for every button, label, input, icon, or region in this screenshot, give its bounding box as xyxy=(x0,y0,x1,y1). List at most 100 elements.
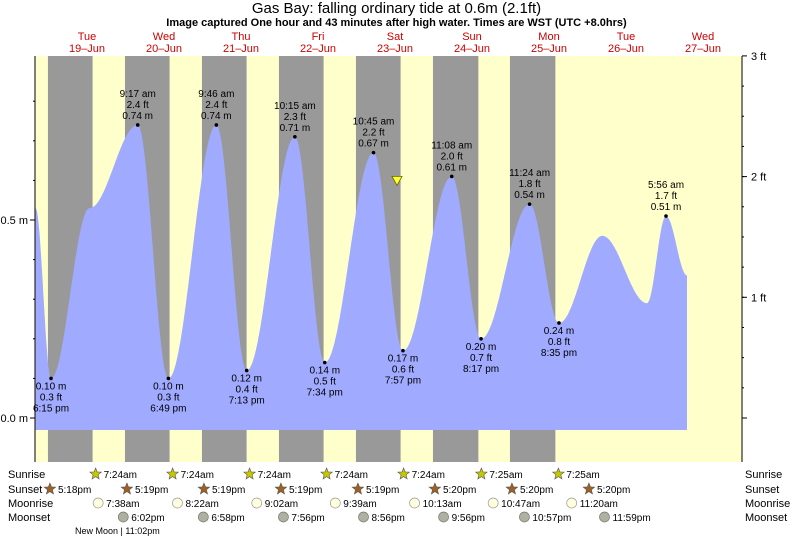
high-label: 0.51 m xyxy=(651,202,682,213)
moon-phase: New Moon | 11:02pm xyxy=(75,526,160,536)
high-label: 2.3 ft xyxy=(284,112,306,123)
low-label: 0.10 m xyxy=(153,381,184,392)
low-label: 0.20 m xyxy=(466,342,497,353)
low-label: 7:13 pm xyxy=(229,395,265,406)
low-label: 8:17 pm xyxy=(463,364,499,375)
moonrise-icon xyxy=(172,497,183,509)
moonrise-time: 10:13am xyxy=(423,499,462,510)
sunrise-time: 7:25am xyxy=(489,470,522,481)
sunset-time: 5:20pm xyxy=(520,485,553,496)
extreme-point xyxy=(293,135,297,139)
extreme-point xyxy=(214,123,219,127)
sunrise-time: 7:25am xyxy=(566,470,599,481)
high-label: 9:46 am xyxy=(198,89,234,100)
sunrise-time: 7:24am xyxy=(412,470,445,481)
moonset-time: 8:56pm xyxy=(371,513,404,524)
high-label: 0.54 m xyxy=(514,190,545,201)
sunrise-icon xyxy=(89,467,103,480)
low-label: 0.14 m xyxy=(309,366,340,377)
sunset-icon xyxy=(351,482,365,495)
sunset-time: 5:19pm xyxy=(212,485,245,496)
sunrise-icon xyxy=(166,467,180,480)
high-label: 2.4 ft xyxy=(127,100,149,111)
high-label: 0.61 m xyxy=(436,162,467,173)
current-tide-marker xyxy=(391,176,403,187)
high-label: 2.0 ft xyxy=(441,151,463,162)
moonrise-time: 8:22am xyxy=(185,499,218,510)
sunset-time: 5:20pm xyxy=(443,485,476,496)
moonset-time: 6:02pm xyxy=(131,513,164,524)
sunrise-time: 7:24am xyxy=(104,470,137,481)
low-label: 6:49 pm xyxy=(150,403,186,414)
high-label: 0.67 m xyxy=(358,139,389,150)
day-date: 22–Jun xyxy=(300,43,336,55)
day-date: 21–Jun xyxy=(223,43,259,55)
sunrise-icon xyxy=(551,467,565,480)
day-name: Fri xyxy=(312,31,325,43)
high-label: 2.2 ft xyxy=(362,128,384,139)
row-label-left: Sunrise xyxy=(8,469,45,481)
moonset-icon xyxy=(519,511,530,523)
extreme-point xyxy=(557,321,561,325)
sunrise-icon xyxy=(320,467,334,480)
row-label-right: Moonset xyxy=(745,512,787,524)
row-label-right: Sunset xyxy=(745,484,779,496)
moonrise-icon xyxy=(92,497,104,509)
low-label: 0.5 ft xyxy=(314,377,336,388)
high-label: 11:24 am xyxy=(509,168,550,179)
day-name: Thu xyxy=(232,31,251,43)
moonset-time: 10:57pm xyxy=(532,513,571,524)
day-date: 26–Jun xyxy=(608,43,644,55)
sunset-icon xyxy=(120,482,134,495)
extreme-labels: 0.10 m0.3 ft6:15 pm9:17 am2.4 ft0.74 m0.… xyxy=(33,89,684,414)
moonrise-time: 9:39am xyxy=(343,499,376,510)
moonset-icon xyxy=(438,511,449,523)
low-label: 0.4 ft xyxy=(236,384,258,395)
low-label: 8:35 pm xyxy=(541,348,577,359)
low-label: 7:34 pm xyxy=(307,388,343,399)
sunset-time: 5:19pm xyxy=(289,485,322,496)
day-name: Sat xyxy=(387,31,404,43)
high-label: 1.7 ft xyxy=(655,191,677,202)
extreme-point xyxy=(664,214,668,218)
astro-table: Sunrise Sunrise Sunset Sunset Moonrise Moonri… xyxy=(8,467,790,536)
day-date: 20–Jun xyxy=(146,43,182,55)
high-label: 11:08 am xyxy=(431,140,472,151)
sunrise-icon xyxy=(397,467,411,480)
moonset-icon xyxy=(599,511,610,523)
day-name: Tue xyxy=(78,31,97,43)
y-tick-label-ft: 3 ft xyxy=(751,51,766,63)
moonset-icon xyxy=(278,511,289,523)
sunrise-icon xyxy=(243,467,257,480)
high-label: 2.4 ft xyxy=(205,100,227,111)
row-label-left: Sunset xyxy=(8,484,42,496)
low-label: 0.6 ft xyxy=(392,365,414,376)
low-label: 6:15 pm xyxy=(33,403,69,414)
row-label-left: Moonrise xyxy=(8,498,53,510)
extreme-point xyxy=(135,123,140,127)
sunset-time: 5:18pm xyxy=(58,485,91,496)
y-tick-label-m: 0.0 m xyxy=(0,413,28,425)
sunset-icon xyxy=(43,482,57,495)
y-tick-label-ft: 1 ft xyxy=(751,292,766,304)
row-label-right: Sunrise xyxy=(745,469,782,481)
extreme-point xyxy=(401,348,405,353)
low-label: 0.3 ft xyxy=(40,392,62,403)
low-label: 0.12 m xyxy=(231,373,262,384)
high-label: 10:45 am xyxy=(353,117,395,128)
y-tick-label-m: 0.5 m xyxy=(0,215,28,227)
high-label: 0.71 m xyxy=(280,123,311,134)
moonset-time: 6:58pm xyxy=(211,513,244,524)
low-label: 7:57 pm xyxy=(385,376,421,387)
sunrise-time: 7:24am xyxy=(181,470,214,481)
sunset-time: 5:20pm xyxy=(597,485,630,496)
day-date: 27–Jun xyxy=(685,43,721,55)
axes: 0.0 m 0.5 m 1 ft 2 ft 3 ft xyxy=(0,51,766,462)
extreme-point xyxy=(527,202,532,206)
chart-subtitle: Image captured One hour and 43 minutes a… xyxy=(166,17,627,29)
high-label: 10:15 am xyxy=(274,101,316,112)
moonrise-icon xyxy=(409,497,420,509)
low-label: 0.8 ft xyxy=(548,337,570,348)
sunrise-icon xyxy=(474,467,488,480)
moonset-time: 7:56pm xyxy=(291,513,324,524)
